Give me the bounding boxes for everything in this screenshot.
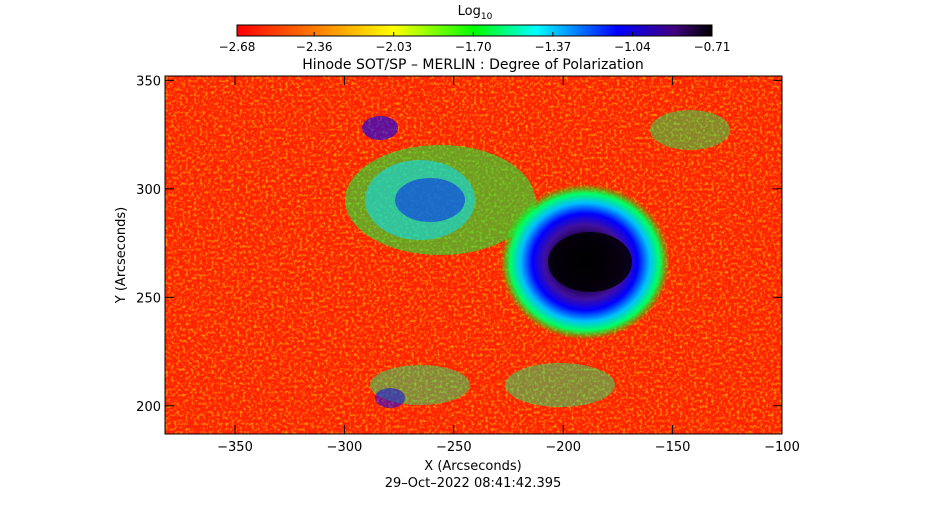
x-axis: −350 −300 −250 −200 −150 −100	[217, 76, 800, 455]
chart-title: Hinode SOT/SP – MERLIN : Degree of Polar…	[302, 57, 644, 73]
colorbar-tick-label: −1.37	[534, 40, 571, 54]
colorbar-tick-label: −1.70	[455, 40, 492, 54]
y-axis: 200 250 300 350	[136, 74, 782, 415]
y-tick-label: 300	[136, 183, 161, 198]
x-tick-label: −150	[655, 440, 691, 455]
x-tick-label: −200	[545, 440, 581, 455]
y-tick-label: 250	[136, 291, 161, 306]
colorbar-tick-label: −2.68	[219, 40, 256, 54]
x-axis-label: X (Arcseconds)	[424, 459, 521, 474]
y-axis-label: Y (Arcseconds)	[114, 207, 129, 304]
plage-region	[345, 110, 730, 408]
colorbar-tick-label: −1.04	[614, 40, 651, 54]
plot-frame	[164, 75, 783, 435]
colorbar-ticks: −2.68 −2.36 −2.03 −1.70 −1.37 −1.04 −0.71	[219, 32, 731, 54]
y-tick-label: 200	[136, 400, 161, 415]
y-tick-label: 350	[136, 74, 161, 89]
colorbar-tick-label: −0.71	[694, 40, 731, 54]
x-tick-label: −250	[436, 440, 472, 455]
colorbar-label: Log10	[458, 4, 493, 22]
timestamp: 29–Oct–2022 08:41:42.395	[385, 476, 562, 491]
colorbar-tick-label: −2.36	[296, 40, 333, 54]
x-tick-label: −350	[217, 440, 253, 455]
heatmap-noise	[165, 76, 782, 434]
sunspot-umbra	[548, 232, 632, 292]
heatmap-image	[165, 76, 782, 434]
colorbar-tick-label: −2.03	[375, 40, 412, 54]
colorbar	[236, 24, 713, 37]
x-tick-label: −100	[764, 440, 800, 455]
x-tick-label: −300	[327, 440, 363, 455]
